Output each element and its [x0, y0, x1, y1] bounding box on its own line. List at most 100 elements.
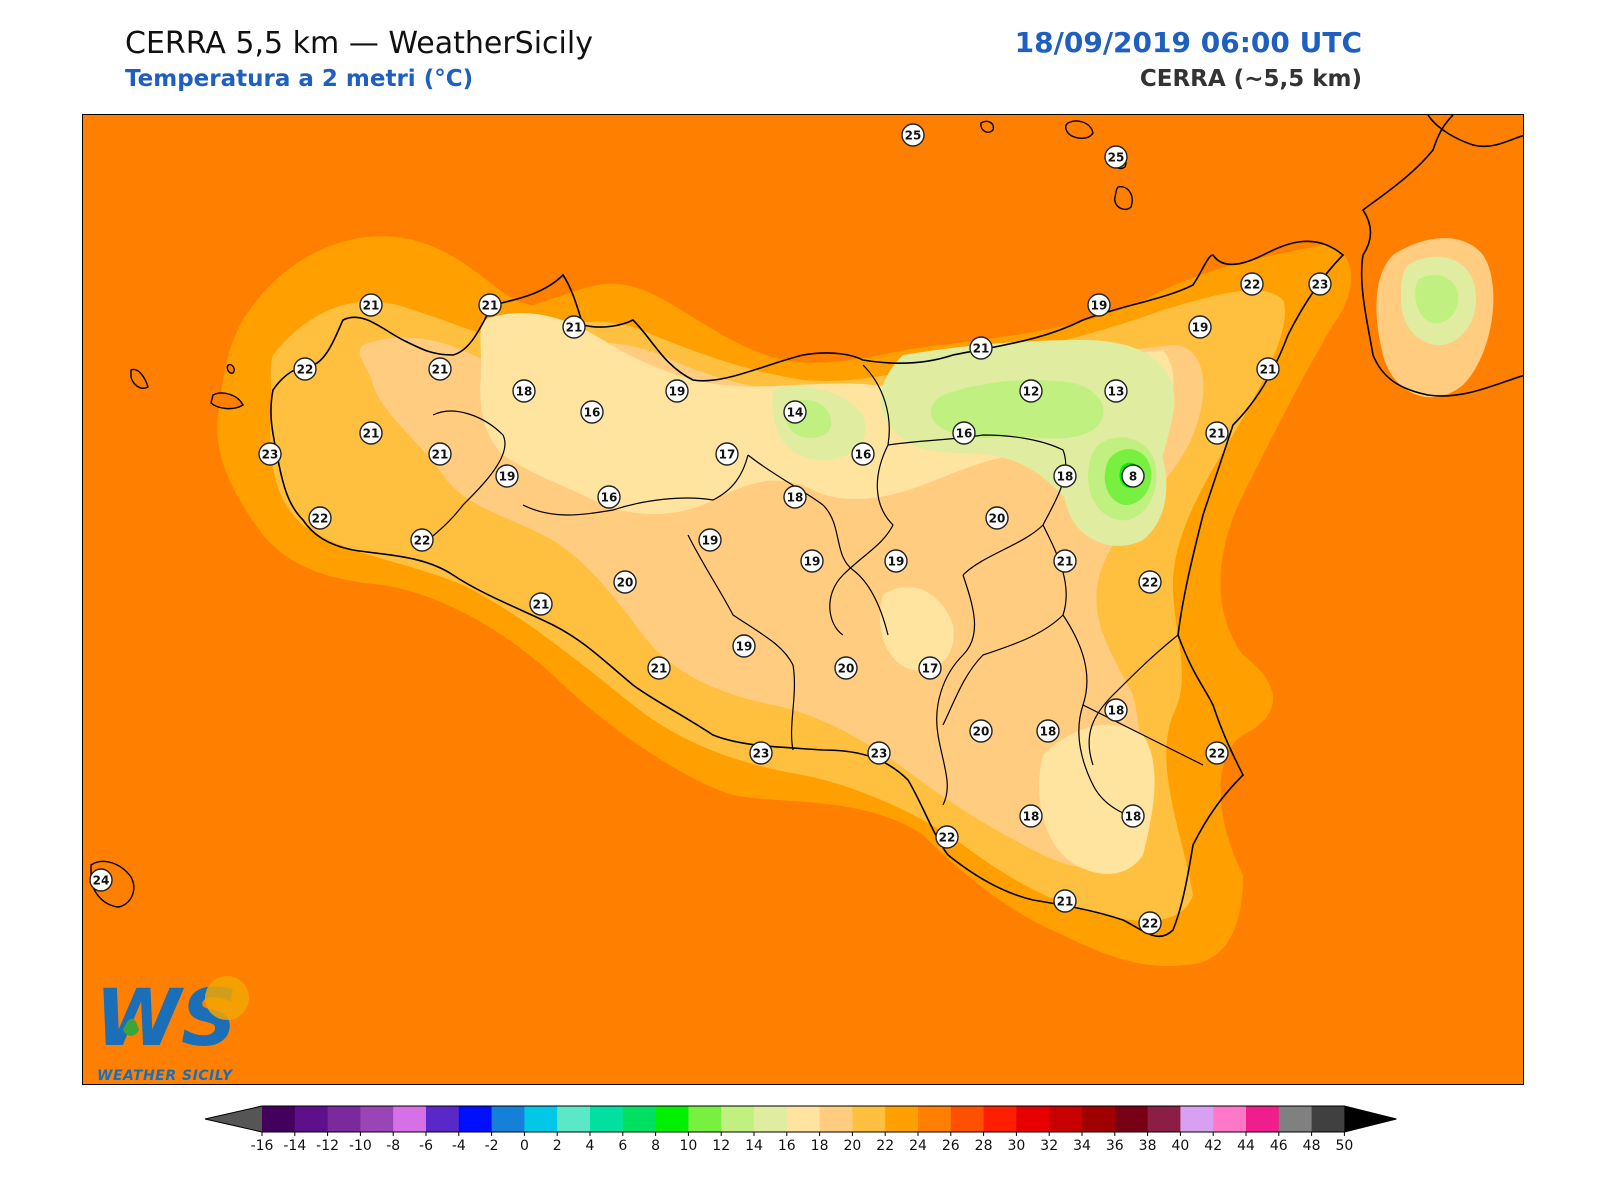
station-value: 22 — [1244, 278, 1261, 292]
station-value: 22 — [312, 512, 329, 526]
colorbar-tick-label: 20 — [843, 1138, 861, 1154]
station-marker: 18 — [783, 485, 807, 509]
colorbar-tick-label: -10 — [349, 1138, 372, 1154]
station-value: 13 — [1108, 385, 1125, 399]
station-marker: 20 — [985, 506, 1009, 530]
station-marker: 19 — [884, 549, 908, 573]
colorbar-swatch — [1213, 1106, 1247, 1132]
station-marker: 16 — [580, 400, 604, 424]
station-value: 25 — [905, 129, 922, 143]
colorbar-swatch — [819, 1106, 853, 1132]
station-marker: 22 — [1240, 272, 1264, 296]
station-marker: 12 — [1019, 379, 1043, 403]
colorbar-swatch — [983, 1106, 1017, 1132]
station-marker: 19 — [800, 549, 824, 573]
station-value: 18 — [516, 385, 533, 399]
colorbar-swatch — [721, 1106, 755, 1132]
station-marker: 23 — [1308, 272, 1332, 296]
province-boundaries — [422, 364, 1204, 821]
colorbar-tick-label: -2 — [485, 1138, 499, 1154]
station-marker: 21 — [647, 656, 671, 680]
station-value: 18 — [1040, 725, 1057, 739]
colorbar-swatch — [786, 1106, 821, 1132]
map-subtitle: Temperatura a 2 metri (°C) — [125, 66, 474, 92]
station-marker: 21 — [478, 293, 502, 317]
station-marker: 21 — [428, 442, 452, 466]
station-value: 24 — [93, 874, 110, 888]
station-marker: 24 — [89, 868, 113, 892]
station-marker: 18 — [1121, 804, 1145, 828]
station-value: 20 — [617, 576, 634, 590]
station-value: 20 — [989, 512, 1006, 526]
colorbar-tick-label: 50 — [1335, 1138, 1353, 1154]
temperature-colorbar: -16 -14 -12 -10 -8 -6 -4 -2 0 2 4 6 8 10 12 14 16 18 20 22 2… — [204, 1105, 1405, 1166]
colorbar-tick-label: -8 — [386, 1138, 400, 1154]
colorbar-swatch — [393, 1106, 427, 1132]
station-value: 18 — [1108, 704, 1125, 718]
colorbar-swatch — [524, 1106, 558, 1132]
station-marker: 22 — [1138, 570, 1162, 594]
colorbar-swatch — [950, 1106, 985, 1132]
station-marker: 25 — [1104, 145, 1128, 169]
station-value: 20 — [838, 662, 855, 676]
station-marker: 19 — [1188, 315, 1212, 339]
station-marker: 23 — [749, 741, 773, 765]
colorbar-tick-label: 44 — [1237, 1138, 1255, 1154]
station-value: 19 — [888, 555, 905, 569]
field-12-14-calabria — [1415, 274, 1459, 324]
colorbar-swatch — [1246, 1106, 1280, 1132]
station-marker: 19 — [698, 528, 722, 552]
calabria-tip — [1427, 115, 1523, 148]
station-marker: 22 — [410, 528, 434, 552]
station-marker: 21 — [428, 357, 452, 381]
colorbar-tick-label: 2 — [553, 1138, 562, 1154]
station-value: 21 — [533, 598, 550, 612]
station-marker: 25 — [901, 123, 925, 147]
station-marker: 21 — [1053, 549, 1077, 573]
station-value: 18 — [1057, 470, 1074, 484]
colorbar-swatch — [655, 1106, 689, 1132]
colorbar-tick-label: 32 — [1040, 1138, 1058, 1154]
colorbar-swatch — [852, 1106, 886, 1132]
station-marker: 23 — [258, 442, 282, 466]
colorbar-tick-label: 48 — [1303, 1138, 1321, 1154]
colorbar-swatch — [426, 1106, 460, 1132]
station-marker: 21 — [359, 421, 383, 445]
station-marker: 19 — [665, 379, 689, 403]
station-value: 21 — [432, 363, 449, 377]
station-value: 8 — [1129, 470, 1137, 484]
station-value: 21 — [1260, 363, 1277, 377]
station-marker: 19 — [1087, 293, 1111, 317]
colorbar-swatch — [1016, 1106, 1050, 1132]
colorbar-tick-label: 0 — [520, 1138, 529, 1154]
ws-logo-icon: WS — [95, 974, 249, 1064]
colorbar-swatch — [1147, 1106, 1181, 1132]
colorbar-swatch — [327, 1106, 361, 1132]
calabria-coastline — [1360, 115, 1523, 397]
station-value: 19 — [736, 640, 753, 654]
station-marker: 22 — [1138, 911, 1162, 935]
colorbar-tick-label: -4 — [452, 1138, 466, 1154]
station-marker: 14 — [783, 400, 807, 424]
logo-text: WEATHER SICILY — [97, 1068, 233, 1084]
colorbar-tick-label: 10 — [679, 1138, 697, 1154]
egadi-islands — [130, 363, 244, 410]
station-value: 21 — [1209, 427, 1226, 441]
station-value: 21 — [566, 321, 583, 335]
station-value: 19 — [1091, 299, 1108, 313]
colorbar-tick-label: 12 — [712, 1138, 730, 1154]
station-marker: 20 — [834, 656, 858, 680]
station-value: 19 — [669, 385, 686, 399]
station-value: 21 — [1057, 895, 1074, 909]
station-value: 14 — [787, 406, 804, 420]
station-marker: 17 — [715, 442, 739, 466]
colorbar-swatch — [360, 1106, 394, 1132]
station-marker: 21 — [1256, 357, 1280, 381]
colorbar-canvas: -16 -14 -12 -10 -8 -6 -4 -2 0 2 4 6 8 10 12 14 16 18 20 22 2… — [204, 1105, 1397, 1154]
colorbar-swatch — [1049, 1106, 1083, 1132]
station-value: 19 — [804, 555, 821, 569]
station-marker: 21 — [562, 315, 586, 339]
colorbar-tick-label: 14 — [745, 1138, 763, 1154]
station-value: 21 — [482, 299, 499, 313]
station-value: 16 — [855, 448, 872, 462]
